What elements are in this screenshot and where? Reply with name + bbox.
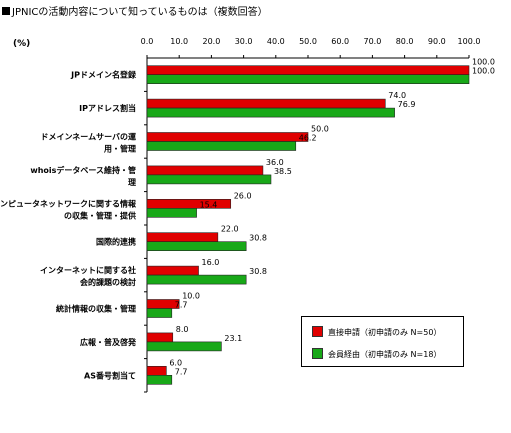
x-tick-label: 20.0 [202,37,220,46]
legend: 直接申請（初申請のみ N=50） 会員経由（初申請のみ N=18） [301,316,464,367]
category-label: IPアドレス割当 [79,103,136,113]
legend-swatch-direct [312,326,323,337]
data-label-member: 38.5 [274,167,292,176]
bar-direct [146,265,199,276]
x-tick-label: 0.0 [141,37,154,46]
bar-direct [146,165,264,176]
legend-label-direct: 直接申請（初申請のみ N=50） [328,328,442,337]
bar-member [146,174,272,185]
bar-member [146,308,173,318]
bar-direct [146,65,470,75]
data-label-direct: 10.0 [182,292,200,301]
bar-direct [146,132,309,142]
data-label-direct: 36.0 [266,158,284,167]
x-tick-label: 60.0 [331,37,349,46]
category-label: インターネットに関する社 [40,265,136,275]
data-label-direct: 22.0 [221,225,239,234]
category-label: 理 [128,178,136,187]
bar-member [146,107,395,118]
category-label: 広報・普及啓発 [80,337,137,347]
data-label-member: 15.4 [200,200,218,209]
x-tick-label: 70.0 [363,37,381,46]
data-label-member: 76.9 [398,100,416,109]
category-label: 用・管理 [103,144,136,154]
category-label: の収集・管理・提供 [64,210,136,220]
bar-member [146,274,247,285]
bar-member [146,208,197,218]
category-label: コンピュータネットワークに関する情報 [0,198,137,208]
data-label-direct: 26.0 [234,191,252,200]
bar-direct [146,365,167,376]
title-square-icon [2,7,10,15]
unit-label: (%) [13,39,31,49]
bar-member [146,374,173,385]
data-label-member: 30.8 [249,234,267,243]
data-label-direct: 6.0 [169,358,182,367]
category-label: whoisデータベース維持・管 [30,165,136,175]
data-label-direct: 50.0 [311,125,329,134]
x-tick-label: 50.0 [299,37,317,46]
category-label: 国際的連携 [96,237,136,247]
x-tick-label: 80.0 [396,37,414,46]
chart-title-text: JPNICの活動内容について知っているものは（複数回答） [12,7,268,18]
bar-direct [146,199,232,209]
x-tick-label: 40.0 [267,37,285,46]
x-tick-label: 30.0 [235,37,253,46]
bar-direct [146,232,219,242]
data-label-direct: 74.0 [388,91,406,100]
chart-title: JPNICの活動内容について知っているものは（複数回答） [2,3,268,18]
x-tick-label: 10.0 [170,37,188,46]
legend-item-member: 会員経由（初申請のみ N=18） [312,348,441,360]
category-label: 会的課題の検討 [80,277,136,287]
bar-direct [146,332,174,343]
data-label-direct: 100.0 [472,58,495,67]
data-label-member: 100.0 [472,67,495,76]
category-label: ドメインネームサーバの運 [40,132,136,142]
bar-member [146,74,470,84]
bar-member [146,341,222,352]
x-tick-label: 100.0 [458,37,481,46]
category-label: JPドメイン名登録 [70,70,137,80]
data-label-member: 23.1 [224,334,242,343]
bar-direct [146,98,386,109]
data-label-direct: 8.0 [176,325,189,334]
category-label: 統計情報の収集・管理 [56,304,136,314]
legend-swatch-member [312,348,323,359]
category-label: AS番号割当て [84,370,136,380]
x-tick-label: 90.0 [428,37,446,46]
data-label-direct: 16.0 [202,258,220,267]
data-label-member: 7.7 [175,301,188,310]
data-label-member: 30.8 [249,267,267,276]
bar-member [146,141,297,151]
legend-item-direct: 直接申請（初申請のみ N=50） [312,326,441,338]
data-label-member: 7.7 [175,367,188,376]
data-label-member: 46.2 [299,134,317,143]
bar-member [146,241,247,251]
legend-label-member: 会員経由（初申請のみ N=18） [328,350,442,359]
